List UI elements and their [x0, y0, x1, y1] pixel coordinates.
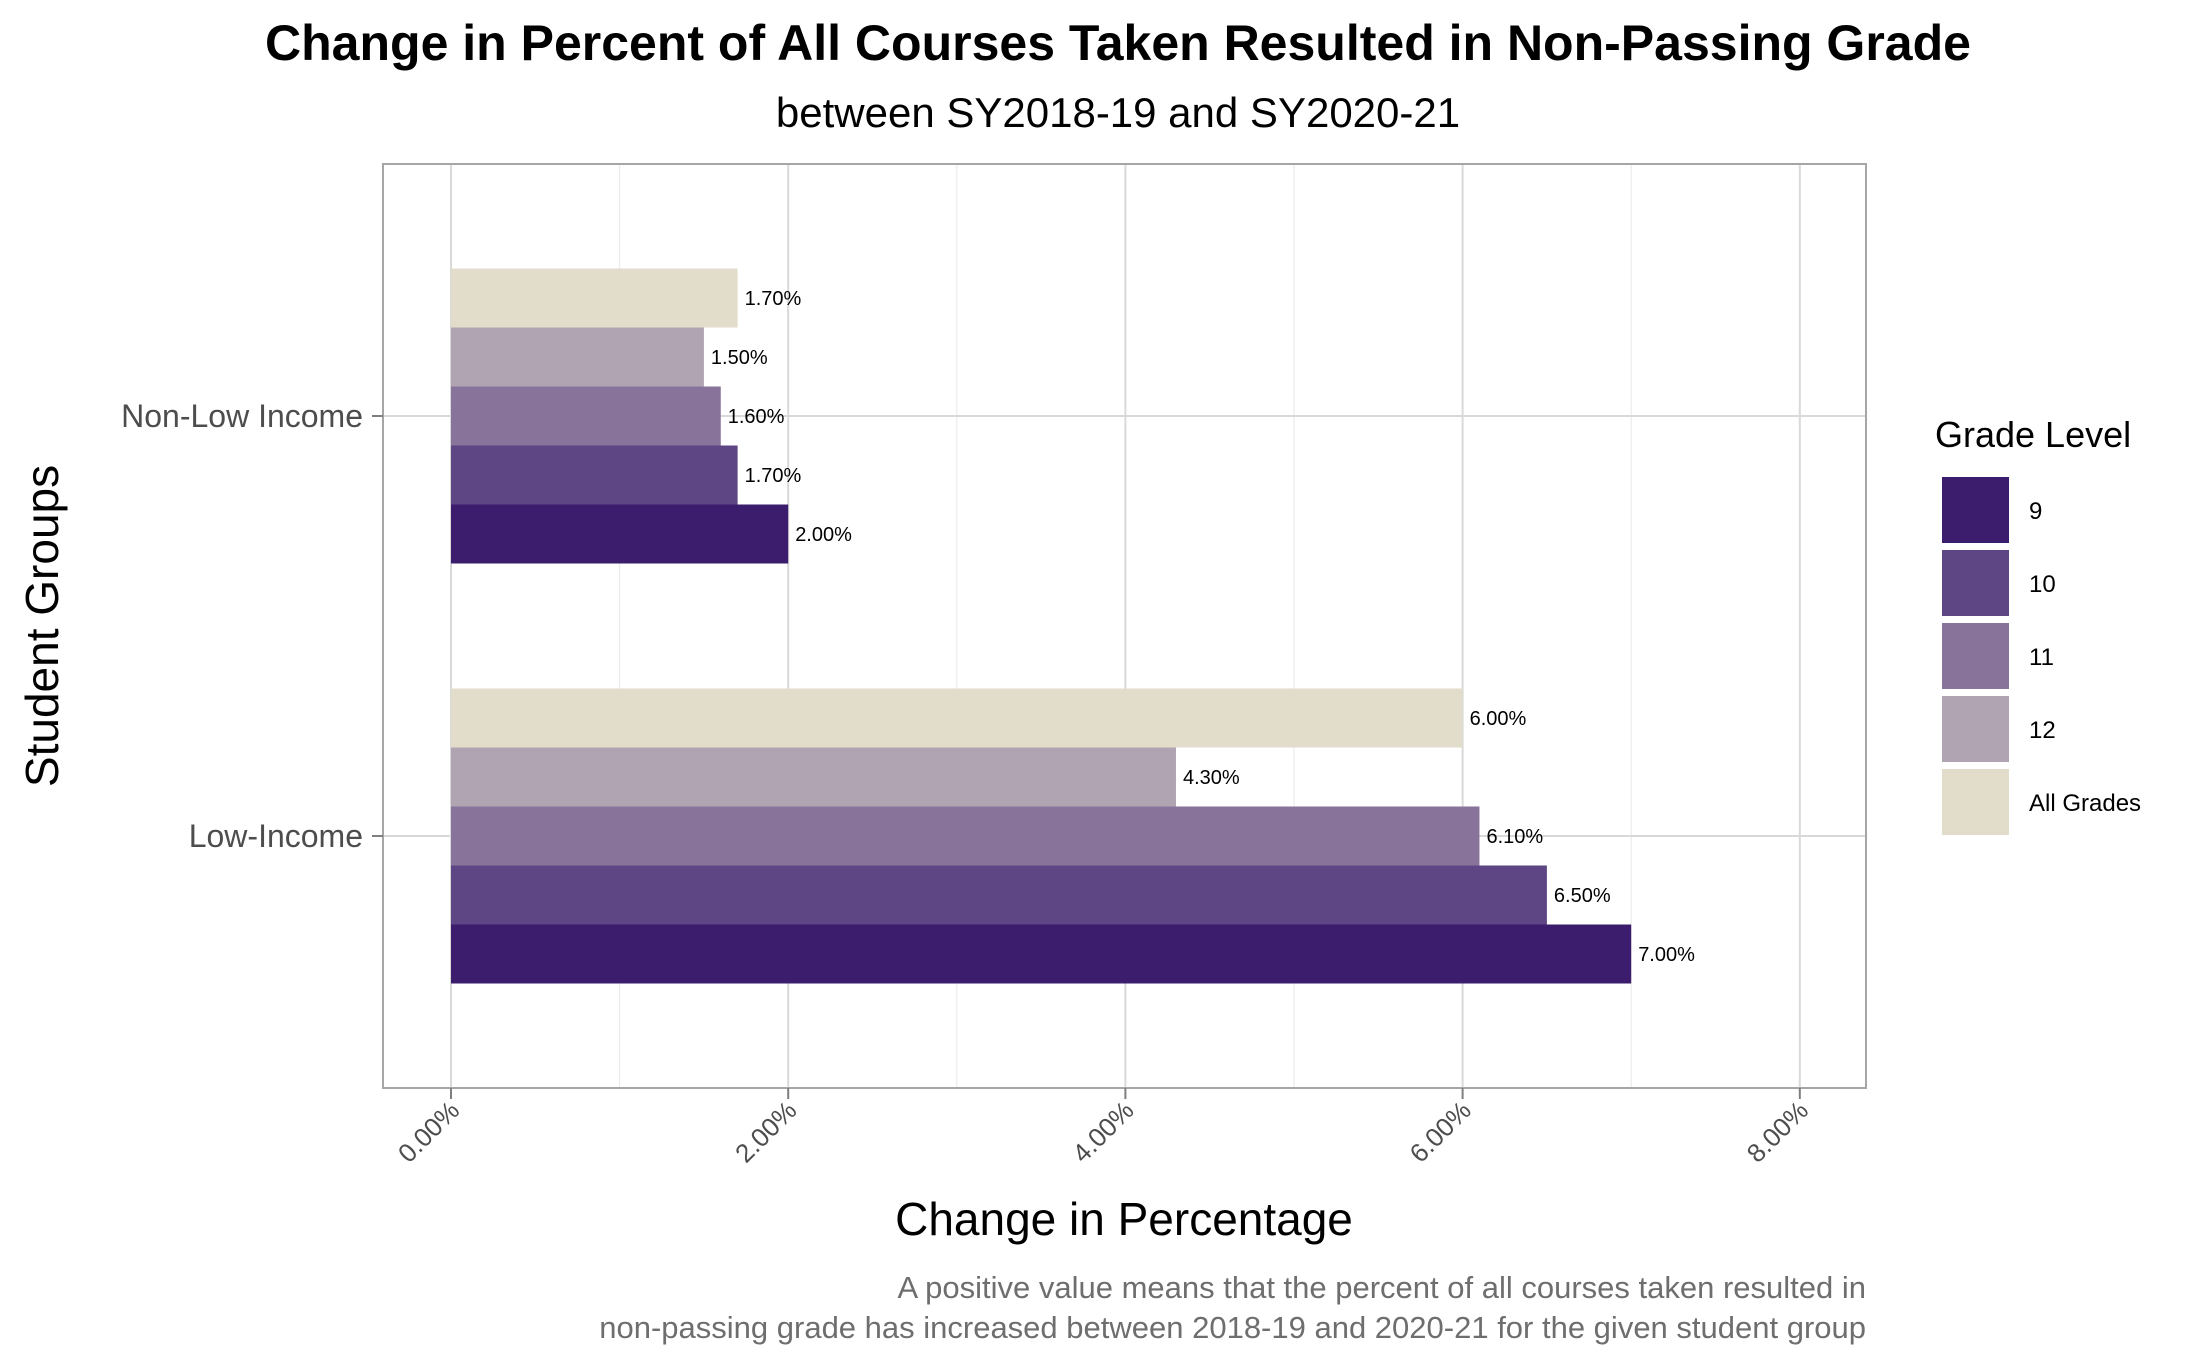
- bar-data-label: 4.30%: [1183, 767, 1240, 789]
- legend-key: [1942, 623, 2009, 689]
- legend-label: All Grades: [2029, 790, 2141, 817]
- bar-non-low-income-grade-12: [451, 327, 704, 387]
- y-category-label: Non-Low Income: [121, 398, 363, 434]
- bar-data-label: 6.10%: [1486, 826, 1543, 848]
- legend-label: 12: [2029, 717, 2056, 744]
- legend-label: 9: [2029, 498, 2042, 525]
- caption-line-1: A positive value means that the percent …: [898, 1270, 1866, 1305]
- bar-low-income-grade-all-grades: [451, 688, 1463, 748]
- y-axis-title: Student Groups: [16, 465, 68, 787]
- bar-non-low-income-grade-10: [451, 445, 738, 505]
- bar-data-label: 1.70%: [745, 465, 802, 487]
- bar-low-income-grade-9: [451, 924, 1632, 984]
- bar-data-label: 6.00%: [1470, 708, 1527, 730]
- bars: 2.00% 1.70% 1.60% 1.50% 1.70% 7.00% 6.50% 6.10%…: [451, 268, 1695, 984]
- legend-title: Grade Level: [1935, 414, 2131, 455]
- legend-label: 10: [2029, 571, 2056, 598]
- chart-subtitle: between SY2018-19 and SY2020-21: [776, 89, 1460, 136]
- x-tick-label: 0.00%: [392, 1095, 465, 1168]
- bar-non-low-income-grade-11: [451, 386, 721, 446]
- bar-data-label: 6.50%: [1554, 885, 1611, 907]
- bar-low-income-grade-12: [451, 747, 1176, 807]
- bar-data-label: 7.00%: [1638, 944, 1695, 966]
- bar-data-label: 1.60%: [728, 406, 785, 428]
- x-tick-label: 8.00%: [1741, 1095, 1814, 1168]
- bar-data-label: 1.70%: [745, 288, 802, 310]
- caption-line-2: non-passing grade has increased between …: [599, 1310, 1866, 1345]
- y-category-label: Low-Income: [189, 818, 363, 854]
- legend: Grade Level 9 10 11 12 All Grades: [1935, 414, 2141, 835]
- bar-data-label: 1.50%: [711, 347, 768, 369]
- x-tick-label: 2.00%: [729, 1095, 802, 1168]
- legend-key: [1942, 477, 2009, 543]
- chart-title: Change in Percent of All Courses Taken R…: [265, 15, 1971, 71]
- bar-low-income-grade-11: [451, 806, 1480, 866]
- bar-non-low-income-grade-9: [451, 504, 789, 564]
- x-tick-label: 4.00%: [1066, 1095, 1139, 1168]
- legend-key: [1942, 550, 2009, 616]
- bar-low-income-grade-10: [451, 865, 1547, 925]
- legend-key: [1942, 769, 2009, 835]
- legend-label: 11: [2029, 644, 2054, 671]
- legend-key: [1942, 696, 2009, 762]
- x-tick-label: 6.00%: [1403, 1095, 1476, 1168]
- bar-data-label: 2.00%: [795, 524, 852, 546]
- x-axis-title: Change in Percentage: [895, 1193, 1353, 1245]
- bar-non-low-income-grade-all-grades: [451, 268, 738, 328]
